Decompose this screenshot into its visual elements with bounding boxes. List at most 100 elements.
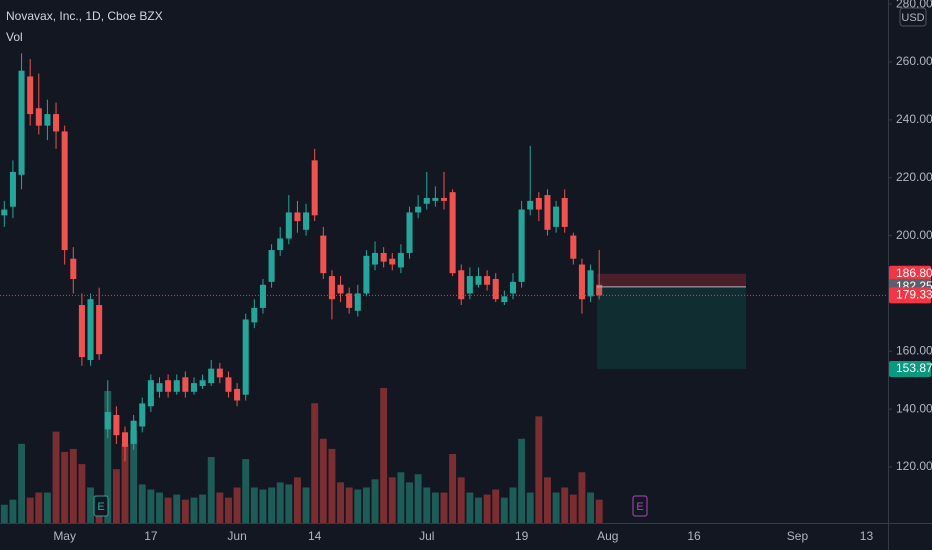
- volume-bar: [475, 497, 482, 523]
- volume-bar: [69, 448, 77, 523]
- candle-body: [53, 114, 60, 132]
- volume-bar: [466, 492, 474, 523]
- candle-body: [234, 388, 241, 401]
- volume-bar: [544, 477, 551, 523]
- candle-body: [70, 258, 77, 279]
- candle-body: [363, 255, 370, 294]
- x-tick-label: Aug: [597, 529, 618, 543]
- volume-bar: [440, 492, 448, 523]
- candle-body: [216, 368, 223, 378]
- candle-body: [527, 200, 534, 210]
- stop-label: 186.80: [896, 266, 932, 280]
- x-tick-label: 13: [860, 529, 874, 543]
- x-tick-label: 16: [687, 529, 701, 543]
- volume-bar: [500, 497, 508, 523]
- candle-body: [561, 197, 568, 227]
- volume-bar: [173, 494, 181, 523]
- candle-body: [190, 383, 197, 392]
- candle-body: [130, 420, 137, 444]
- earnings-marker[interactable]: [93, 495, 109, 517]
- volume-bar: [26, 497, 34, 523]
- candle-body: [415, 206, 422, 213]
- volume-bar: [225, 497, 232, 523]
- x-tick-label: 19: [515, 529, 529, 543]
- x-tick-label: Jun: [227, 529, 246, 543]
- volume-bar: [0, 504, 8, 523]
- candle-body: [1, 209, 8, 216]
- volume-bar: [121, 443, 129, 523]
- volume-bar: [52, 431, 60, 523]
- volume-bar: [190, 497, 198, 523]
- volume-bar: [18, 443, 26, 523]
- volume-bar: [164, 497, 172, 523]
- candle-body: [406, 212, 413, 253]
- volume-bar: [199, 494, 207, 523]
- volume-bar: [509, 487, 517, 523]
- volume-bar: [587, 492, 595, 523]
- stop-tag: [889, 265, 931, 282]
- candle-body: [346, 293, 353, 308]
- x-tick-label: Sep: [787, 529, 809, 543]
- target-zone: [597, 286, 746, 370]
- volume-bar: [207, 457, 215, 523]
- candle-body: [484, 276, 491, 285]
- candle-body: [225, 377, 232, 392]
- y-tick-label: 280.00: [896, 0, 932, 10]
- candle-body: [389, 258, 396, 265]
- volume-bar: [345, 487, 353, 523]
- volume-bar: [595, 499, 603, 523]
- x-tick-label: 14: [308, 529, 322, 543]
- candle-body: [432, 197, 439, 201]
- candle-body: [423, 197, 430, 204]
- volume-bar: [380, 388, 388, 523]
- candle-body: [492, 278, 499, 300]
- volume-bar: [431, 492, 439, 523]
- currency[interactable]: USD: [901, 12, 924, 24]
- candle-body: [553, 206, 560, 227]
- volume-bar: [354, 489, 362, 523]
- volume-bar: [104, 391, 112, 523]
- candle-body: [311, 160, 318, 216]
- volume-bar: [457, 477, 465, 523]
- candle-body: [44, 114, 51, 126]
- y-tick-label: 160.00: [896, 343, 932, 357]
- volume-bar: [9, 499, 17, 523]
- x-tick-label: 17: [144, 529, 158, 543]
- earnings-label[interactable]: E: [97, 501, 104, 513]
- earnings-label[interactable]: E: [636, 501, 643, 513]
- candle-body: [440, 197, 448, 201]
- candle-body: [35, 108, 42, 126]
- currency-box[interactable]: [899, 7, 927, 27]
- candle-body: [372, 252, 379, 265]
- volume-title: Vol: [6, 30, 23, 44]
- candle-body: [354, 293, 361, 311]
- volume-bar: [87, 487, 94, 523]
- volume-bar: [112, 469, 120, 523]
- target-label: 153.87: [896, 361, 932, 375]
- volume-bar: [371, 479, 379, 523]
- volume-bar: [552, 492, 560, 523]
- y-tick-label: 240.00: [896, 112, 932, 126]
- volume-bar: [492, 489, 500, 523]
- volume-bar: [423, 487, 431, 523]
- candle-body: [87, 299, 94, 360]
- volume-bar: [293, 477, 301, 523]
- candle-body: [449, 192, 456, 274]
- volume-bar: [535, 416, 543, 523]
- candle-body: [18, 70, 25, 175]
- candle-body: [578, 264, 585, 300]
- candle-body: [544, 195, 551, 230]
- volume-bar: [397, 472, 405, 523]
- candle-body: [199, 380, 206, 387]
- candle-body: [458, 270, 465, 300]
- candle-body: [259, 284, 266, 308]
- y-tick-label: 260.00: [896, 54, 932, 68]
- volume-bar: [302, 487, 310, 523]
- earnings-marker[interactable]: [632, 495, 648, 517]
- volume-bar: [147, 489, 155, 523]
- volume-bar: [337, 482, 344, 523]
- volume-bar: [526, 492, 534, 523]
- volume-bar: [311, 403, 319, 523]
- candle-body: [535, 197, 542, 210]
